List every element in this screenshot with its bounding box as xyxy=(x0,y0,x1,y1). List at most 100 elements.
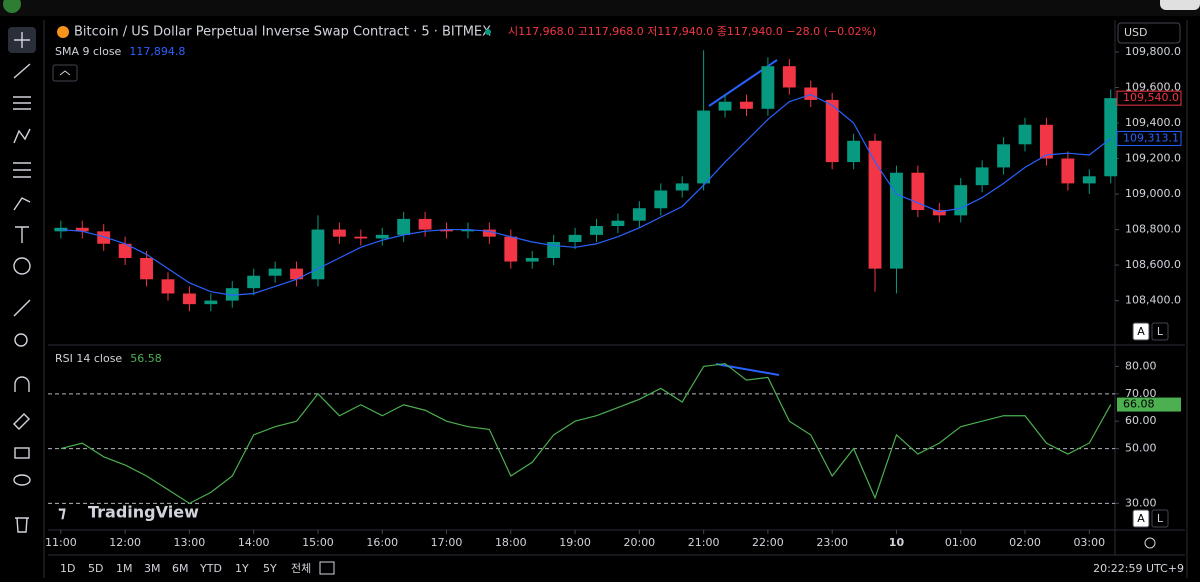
candle-body xyxy=(397,218,411,235)
scale-button[interactable] xyxy=(1151,509,1169,528)
currency-button[interactable] xyxy=(1117,22,1181,44)
range-button[interactable]: YTD xyxy=(199,562,222,575)
candle-body xyxy=(332,229,346,237)
last-price-tag xyxy=(1116,90,1182,106)
y-tick-label: 80.00 xyxy=(1125,359,1157,372)
tool-trash[interactable] xyxy=(15,517,29,533)
top-bar xyxy=(0,0,1200,16)
range-button[interactable]: 1M xyxy=(116,562,133,575)
scale-button[interactable] xyxy=(1151,322,1169,341)
y-tick-label: 108,600.0 xyxy=(1125,258,1181,271)
scale-button-label[interactable]: L xyxy=(1157,325,1164,338)
avatar[interactable] xyxy=(3,0,21,13)
tool-ruler[interactable] xyxy=(13,299,31,317)
tool-magnet[interactable] xyxy=(14,376,30,392)
tool-line[interactable] xyxy=(13,63,31,79)
candle-body xyxy=(761,66,775,109)
candle-body xyxy=(75,227,89,232)
y-tick-label: 70.00 xyxy=(1125,387,1157,400)
x-tick-label: 01:00 xyxy=(945,536,977,549)
status-dot xyxy=(485,29,491,35)
rsi-trend-drawing[interactable] xyxy=(715,363,780,376)
x-tick-label: 15:00 xyxy=(302,536,334,549)
tool-pattern[interactable] xyxy=(13,128,31,144)
date-range-icon[interactable] xyxy=(319,561,335,575)
range-button[interactable]: 5D xyxy=(88,562,103,575)
legend-value: 117,894.8 xyxy=(129,45,185,58)
candle-body xyxy=(482,229,496,237)
x-tick-label: 03:00 xyxy=(1073,536,1105,549)
candle-body xyxy=(975,167,989,186)
candle-body xyxy=(418,218,432,230)
ohlc-readout: 시117,968.0 고117,968.0 저117,940.0 종117,94… xyxy=(508,25,876,38)
currency-label[interactable]: USD xyxy=(1124,26,1148,39)
tool-fib[interactable] xyxy=(13,96,31,110)
series-line xyxy=(60,363,1112,505)
scale-button-label[interactable]: L xyxy=(1157,512,1164,525)
tool-brush[interactable] xyxy=(13,197,31,211)
last-price-label: 109,540.0 xyxy=(1123,91,1179,104)
candle-body xyxy=(590,226,603,235)
series-value-label: 66.08 xyxy=(1123,398,1155,411)
btc-icon xyxy=(57,26,69,38)
range-button[interactable]: 1Y xyxy=(235,562,249,575)
tool-lock[interactable] xyxy=(14,447,30,459)
settings-icon[interactable] xyxy=(1144,537,1156,549)
x-tick-label: 11:00 xyxy=(45,536,77,549)
candle-body xyxy=(611,220,625,227)
tool-eye[interactable] xyxy=(13,474,31,486)
range-button[interactable]: 전체 xyxy=(291,562,311,575)
x-tick-label: 17:00 xyxy=(431,536,463,549)
y-tick-label: 109,200.0 xyxy=(1125,152,1181,165)
candle-body xyxy=(140,257,153,280)
candle-body xyxy=(1018,124,1032,145)
scale-button[interactable] xyxy=(1132,509,1150,528)
x-tick-label: 14:00 xyxy=(238,536,270,549)
collapse-button[interactable] xyxy=(52,64,78,82)
candle-body xyxy=(890,172,903,269)
x-tick-label: 13:00 xyxy=(174,536,206,549)
candle-body xyxy=(311,229,325,280)
legend-name[interactable]: SMA 9 close xyxy=(55,45,122,58)
candle-body xyxy=(568,234,582,242)
scale-button-label[interactable]: A xyxy=(1137,512,1145,525)
y-tick-label: 109,800.0 xyxy=(1125,45,1181,58)
tool-zoom[interactable] xyxy=(14,333,28,347)
clock: 20:22:59 UTC+9 xyxy=(1093,562,1184,575)
y-tick-label: 60.00 xyxy=(1125,414,1157,427)
x-tick-label: 12:00 xyxy=(109,536,141,549)
scale-button[interactable] xyxy=(1132,322,1150,341)
candle-body xyxy=(525,257,539,262)
candle-body xyxy=(354,236,368,239)
tool-pencil[interactable] xyxy=(13,413,30,430)
candle-body xyxy=(632,208,646,221)
tool-cross[interactable] xyxy=(14,32,30,48)
candle-body xyxy=(182,293,196,305)
top-button[interactable] xyxy=(1160,0,1200,10)
range-button[interactable]: 5Y xyxy=(263,562,277,575)
tool-emoji[interactable] xyxy=(13,257,31,275)
scale-button-label[interactable]: A xyxy=(1137,325,1145,338)
tool-text[interactable] xyxy=(15,226,29,243)
candle-body xyxy=(461,229,475,232)
candle-body xyxy=(718,101,732,111)
y-tick-label: 108,400.0 xyxy=(1125,294,1181,307)
candle-body xyxy=(97,231,111,244)
x-tick-label: 18:00 xyxy=(495,536,527,549)
candle-body xyxy=(847,140,861,163)
range-button[interactable]: 1D xyxy=(60,562,75,575)
brand: ⁊ TradingView xyxy=(58,503,199,522)
symbol-title[interactable]: Bitcoin / US Dollar Perpetual Inverse Sw… xyxy=(74,25,491,40)
legend-name[interactable]: RSI 14 close xyxy=(55,352,122,365)
series-value-tag xyxy=(1116,130,1182,146)
x-tick-label: 19:00 xyxy=(559,536,591,549)
tool-projection[interactable] xyxy=(13,162,31,178)
candle-body xyxy=(825,99,839,163)
range-button[interactable]: 3M xyxy=(144,562,161,575)
candle-body xyxy=(504,236,518,262)
candle-body xyxy=(954,185,968,216)
candle-body xyxy=(997,144,1011,168)
range-button[interactable]: 6M xyxy=(172,562,189,575)
x-tick-label: 20:00 xyxy=(623,536,655,549)
y-tick-label: 109,000.0 xyxy=(1125,187,1181,200)
